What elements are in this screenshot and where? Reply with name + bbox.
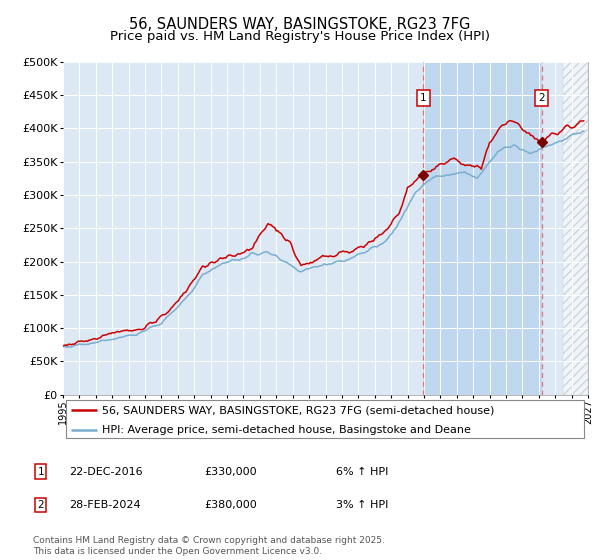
Text: £380,000: £380,000 [204,500,257,510]
Bar [424,62,542,395]
Text: 56, SAUNDERS WAY, BASINGSTOKE, RG23 7FG: 56, SAUNDERS WAY, BASINGSTOKE, RG23 7FG [130,17,470,32]
Text: Contains HM Land Registry data © Crown copyright and database right 2025.
This d: Contains HM Land Registry data © Crown c… [33,536,385,556]
Text: HPI: Average price, semi-detached house, Basingstoke and Deane: HPI: Average price, semi-detached house,… [103,425,471,435]
Text: Price paid vs. HM Land Registry's House Price Index (HPI): Price paid vs. HM Land Registry's House … [110,30,490,43]
Text: 1: 1 [420,92,427,102]
Text: 2: 2 [538,92,545,102]
Text: 2: 2 [37,500,44,510]
FancyBboxPatch shape [65,400,584,438]
Text: 28-FEB-2024: 28-FEB-2024 [69,500,140,510]
Text: 3% ↑ HPI: 3% ↑ HPI [336,500,388,510]
Text: 6% ↑ HPI: 6% ↑ HPI [336,466,388,477]
Text: 56, SAUNDERS WAY, BASINGSTOKE, RG23 7FG (semi-detached house): 56, SAUNDERS WAY, BASINGSTOKE, RG23 7FG … [103,405,495,415]
Text: £330,000: £330,000 [204,466,257,477]
Text: 1: 1 [37,466,44,477]
Bar [563,62,588,395]
Text: 22-DEC-2016: 22-DEC-2016 [69,466,143,477]
